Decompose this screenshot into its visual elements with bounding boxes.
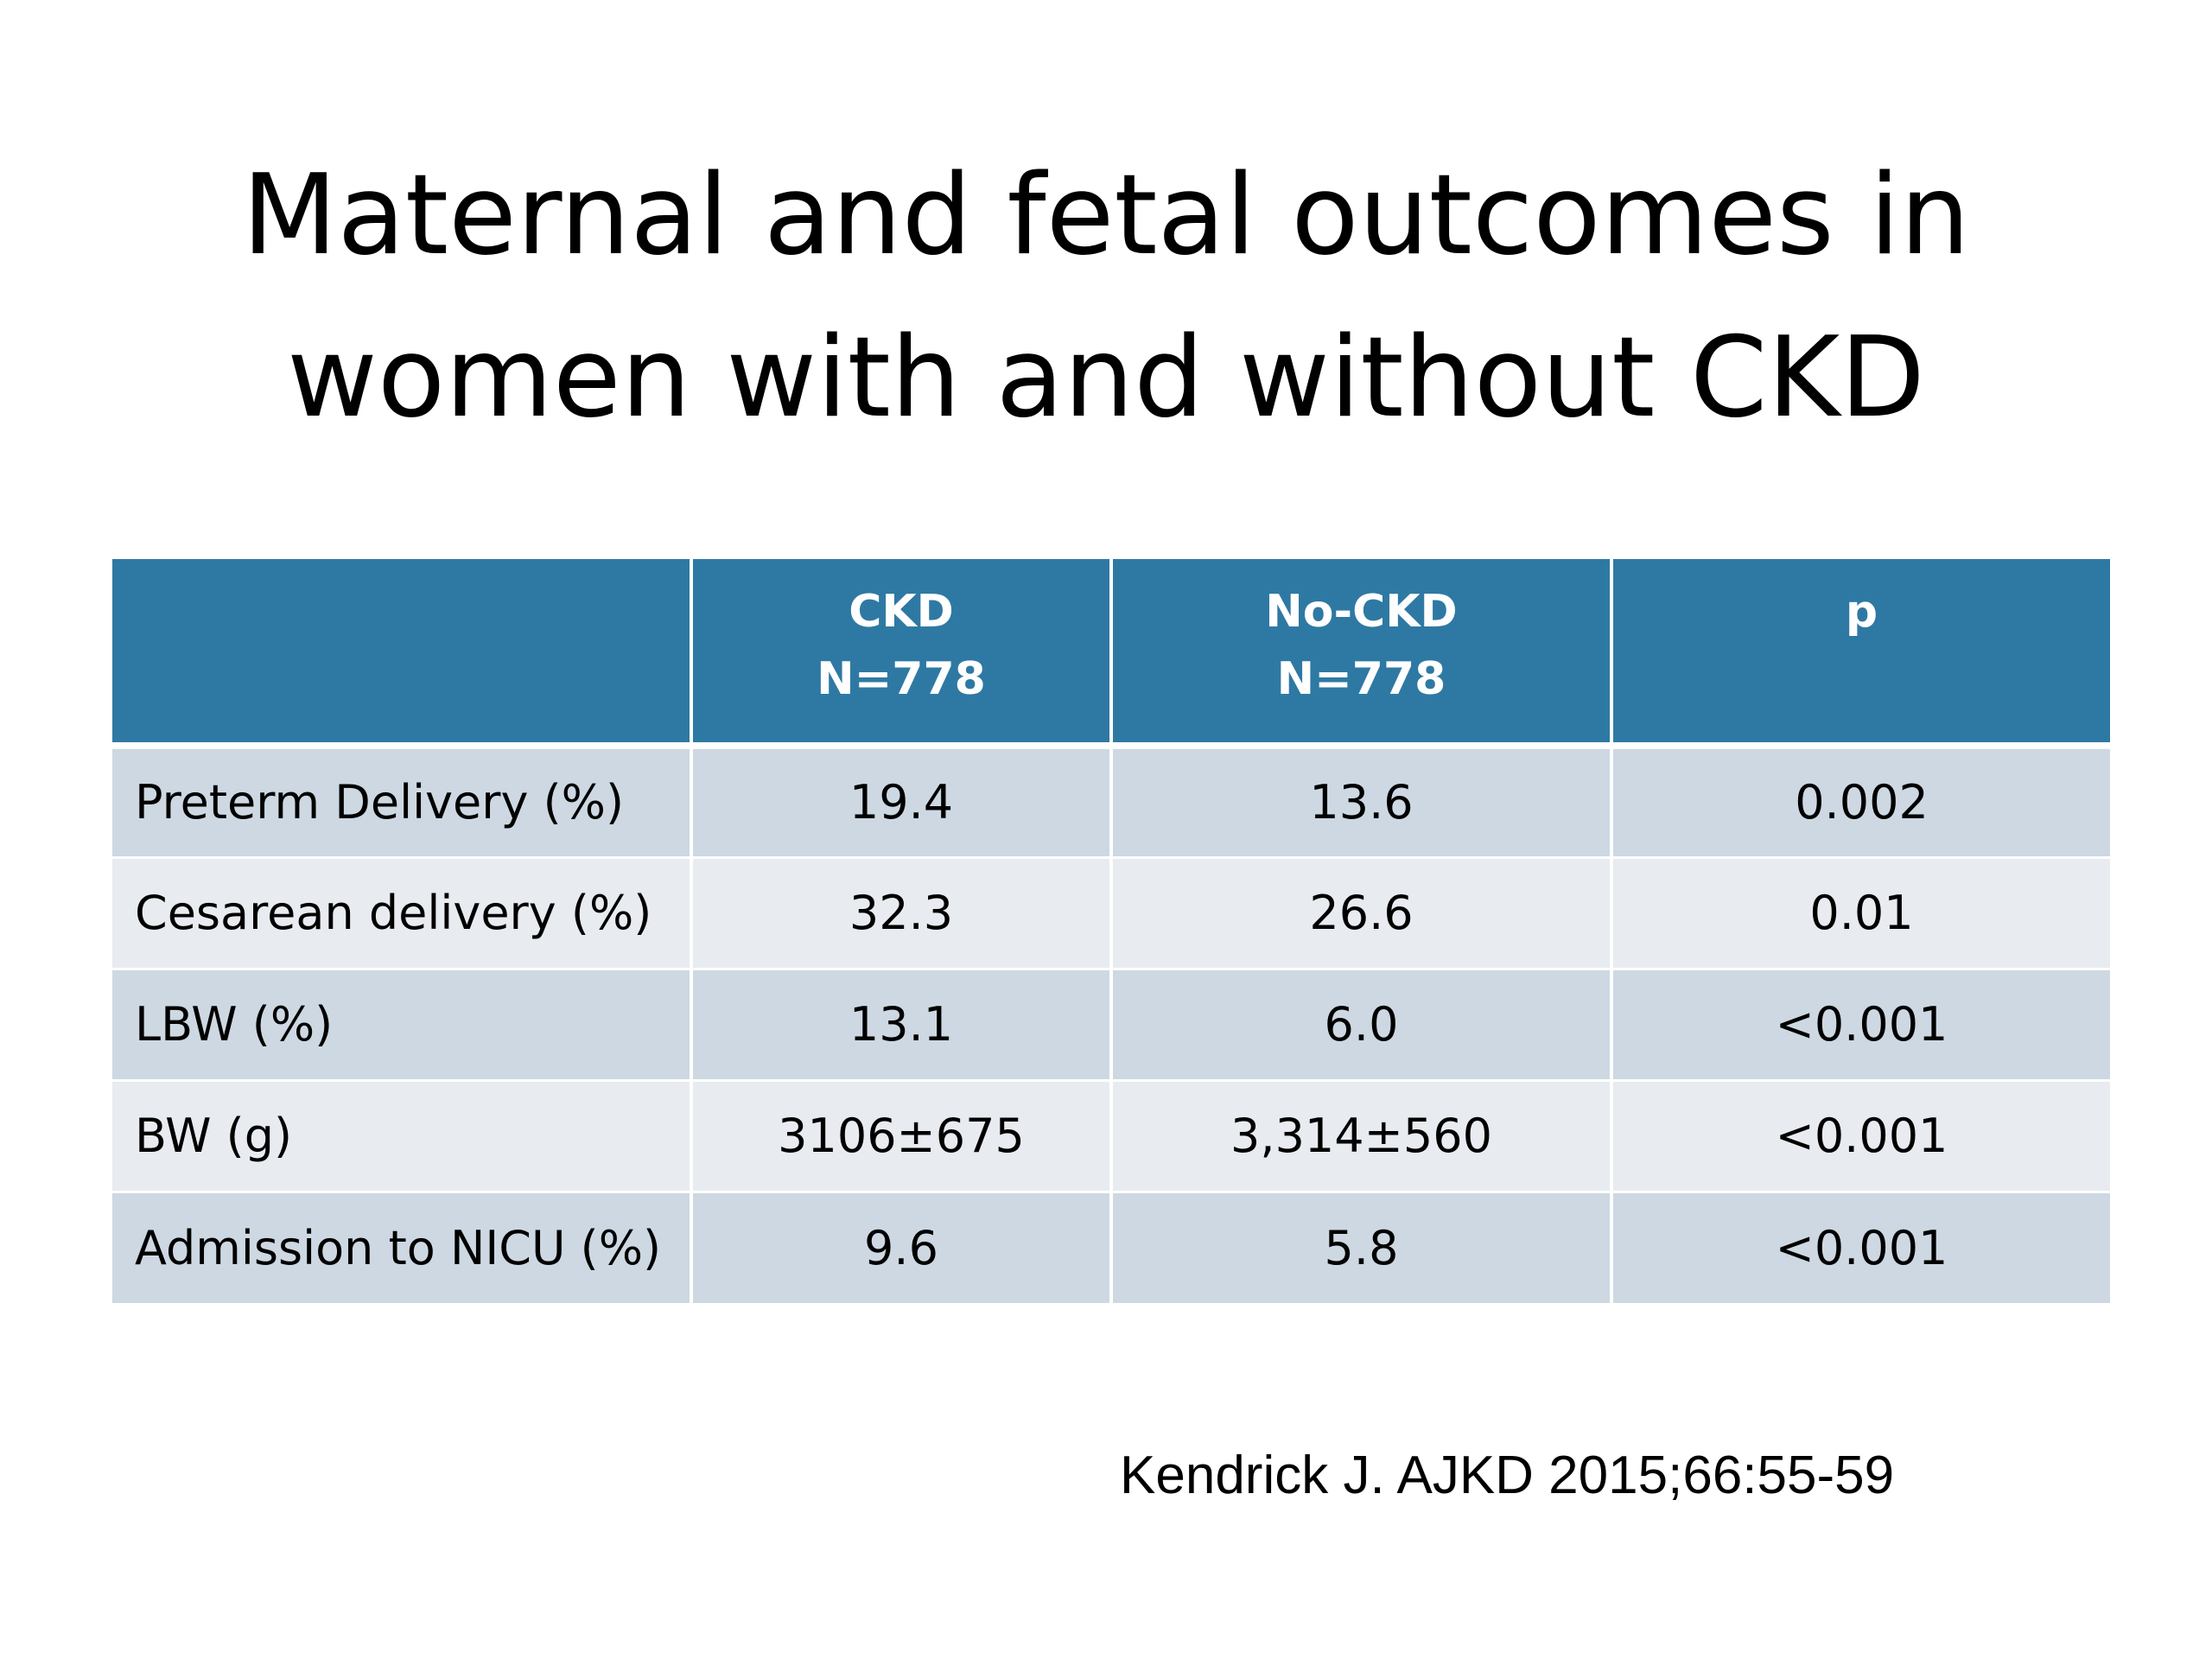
ckd-value: 19.4 [690, 744, 1111, 857]
header-p-label: p [1845, 586, 1878, 638]
slide-title-line-1: Maternal and fetal outcomes in [242, 150, 1970, 280]
no-ckd-value: 26.6 [1109, 855, 1611, 969]
outcomes-table: CKD N=778 No-CKD N=778 p Preterm Deliver… [112, 559, 2110, 1303]
row-label: BW (g) [112, 1078, 691, 1192]
table-row: Cesarean delivery (%) 32.3 26.6 0.01 [112, 855, 2110, 969]
header-no-ckd-n: N=778 [1276, 653, 1446, 705]
no-ckd-value: 5.8 [1109, 1190, 1611, 1303]
no-ckd-value: 13.6 [1109, 744, 1611, 857]
ckd-value: 3106±675 [690, 1078, 1111, 1192]
table-row: Preterm Delivery (%) 19.4 13.6 0.002 [112, 744, 2110, 857]
p-value: 0.01 [1610, 855, 2110, 969]
no-ckd-value: 3,314±560 [1109, 1078, 1611, 1192]
header-cell-empty [112, 559, 691, 749]
table-row: LBW (%) 13.1 6.0 <0.001 [112, 967, 2110, 1080]
slide-title: Maternal and fetal outcomes in women wit… [0, 135, 2212, 460]
p-value: <0.001 [1610, 967, 2110, 1080]
row-label: Cesarean delivery (%) [112, 855, 691, 969]
header-no-ckd-label: No-CKD [1265, 586, 1458, 638]
row-label: Preterm Delivery (%) [112, 744, 691, 857]
p-value: 0.002 [1610, 744, 2110, 857]
header-ckd-label: CKD [849, 586, 954, 638]
header-cell-p: p [1610, 559, 2110, 749]
ckd-value: 13.1 [690, 967, 1111, 1080]
header-ckd-n: N=778 [817, 653, 986, 705]
slide-title-line-2: women with and without CKD [287, 313, 1925, 442]
table-row: Admission to NICU (%) 9.6 5.8 <0.001 [112, 1190, 2110, 1303]
p-value: <0.001 [1610, 1190, 2110, 1303]
row-label: LBW (%) [112, 967, 691, 1080]
table-row: BW (g) 3106±675 3,314±560 <0.001 [112, 1078, 2110, 1192]
citation: Kendrick J. AJKD 2015;66:55-59 [1120, 1446, 1895, 1505]
table-header-row: CKD N=778 No-CKD N=778 p [112, 559, 2110, 749]
p-value: <0.001 [1610, 1078, 2110, 1192]
ckd-value: 32.3 [690, 855, 1111, 969]
header-cell-no-ckd: No-CKD N=778 [1109, 559, 1611, 749]
header-cell-ckd: CKD N=778 [690, 559, 1111, 749]
ckd-value: 9.6 [690, 1190, 1111, 1303]
no-ckd-value: 6.0 [1109, 967, 1611, 1080]
row-label: Admission to NICU (%) [112, 1190, 691, 1303]
